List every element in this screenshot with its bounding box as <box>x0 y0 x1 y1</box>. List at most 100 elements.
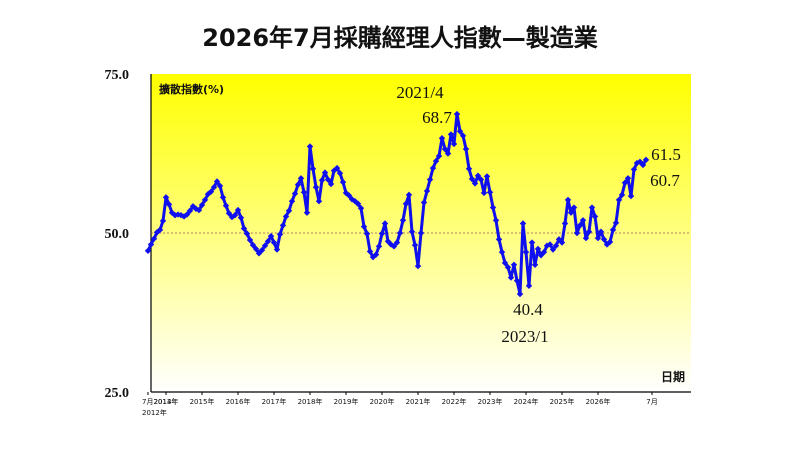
trough-value-annotation: 40.4 <box>513 300 543 319</box>
x-tick-label: 2025年 <box>550 397 575 406</box>
data-point <box>249 241 257 249</box>
data-point <box>345 192 353 199</box>
data-point <box>468 175 476 183</box>
data-point <box>474 172 482 179</box>
data-point <box>414 262 422 270</box>
data-point <box>513 277 521 284</box>
data-point <box>279 222 287 229</box>
data-point <box>528 239 536 246</box>
data-point <box>231 211 239 219</box>
data-point <box>225 210 233 217</box>
data-point <box>270 239 278 246</box>
data-point <box>165 201 173 208</box>
data-point <box>174 211 182 218</box>
data-point <box>534 245 542 253</box>
data-point <box>189 203 197 210</box>
data-point <box>540 248 548 256</box>
data-point <box>462 145 470 153</box>
data-point <box>402 200 410 207</box>
data-point <box>609 226 617 234</box>
data-point <box>456 128 464 135</box>
data-point <box>378 230 386 237</box>
data-point <box>438 135 446 142</box>
data-point <box>615 196 623 204</box>
data-point <box>459 132 467 139</box>
data-point <box>642 156 650 164</box>
data-point <box>210 184 218 191</box>
data-point <box>336 170 344 177</box>
data-point <box>318 177 326 184</box>
data-point <box>363 230 371 237</box>
data-point <box>432 157 440 165</box>
data-point <box>504 264 512 271</box>
data-point <box>387 241 395 248</box>
data-point <box>198 201 206 209</box>
x-tick-label: 2019年 <box>334 397 359 406</box>
data-point <box>606 238 614 246</box>
x-tick-label: 7月2013年 <box>142 397 178 406</box>
data-point <box>228 213 236 221</box>
data-point <box>588 204 596 211</box>
data-point <box>561 220 569 227</box>
data-point <box>549 246 557 253</box>
data-point <box>213 178 221 185</box>
data-point <box>441 145 449 153</box>
y-axis-label: 擴散指數(%) <box>159 82 224 96</box>
x-tick-label: 2023年 <box>478 397 503 406</box>
x-tick-label: 2015年 <box>190 397 215 406</box>
data-point <box>516 290 524 298</box>
data-point <box>309 165 317 172</box>
data-point <box>594 234 602 242</box>
data-point <box>489 204 497 211</box>
data-point <box>612 219 620 227</box>
y-tick-label: 75.0 <box>105 68 130 83</box>
x-tick-label: 2020年 <box>370 397 395 406</box>
x-tick-label: 2026年 <box>586 397 611 406</box>
data-point <box>150 235 158 242</box>
data-point <box>423 187 431 195</box>
data-point <box>375 243 383 250</box>
data-point <box>522 248 530 256</box>
data-point <box>393 239 401 246</box>
data-point <box>333 164 341 172</box>
data-point <box>579 217 587 224</box>
x-tick-label: 2018年 <box>298 397 323 406</box>
data-point <box>492 217 500 224</box>
data-point <box>396 229 404 237</box>
data-point <box>564 196 572 204</box>
data-point <box>618 191 626 199</box>
data-point <box>288 198 296 205</box>
data-point <box>567 209 575 216</box>
latest-value-annotation: 61.5 <box>651 145 681 164</box>
data-point <box>597 228 605 235</box>
data-point <box>585 228 593 235</box>
data-point <box>627 192 635 200</box>
data-point <box>399 217 407 224</box>
data-point <box>546 241 554 248</box>
data-point <box>465 165 473 172</box>
data-point <box>264 238 272 245</box>
data-point <box>321 169 329 176</box>
x-axis-label: 日期 <box>661 369 685 384</box>
data-point <box>453 110 461 118</box>
data-point <box>246 236 254 244</box>
data-point <box>582 234 590 242</box>
data-point <box>261 242 269 249</box>
data-point <box>354 200 362 207</box>
data-point <box>162 194 170 201</box>
x-tick-label: 2016年 <box>226 397 251 406</box>
data-point <box>405 191 413 199</box>
data-point <box>267 232 275 240</box>
x-tick-label: 2022年 <box>442 397 467 406</box>
data-point <box>408 228 416 235</box>
x-tick-label: 2021年 <box>406 397 431 406</box>
data-point <box>285 207 293 214</box>
data-point <box>276 231 284 238</box>
data-point <box>366 248 374 255</box>
data-point <box>519 220 527 227</box>
data-point <box>477 176 485 183</box>
data-point <box>558 239 566 246</box>
data-point <box>531 261 539 268</box>
data-point <box>429 164 437 172</box>
previous-value-annotation: 60.7 <box>650 171 680 190</box>
